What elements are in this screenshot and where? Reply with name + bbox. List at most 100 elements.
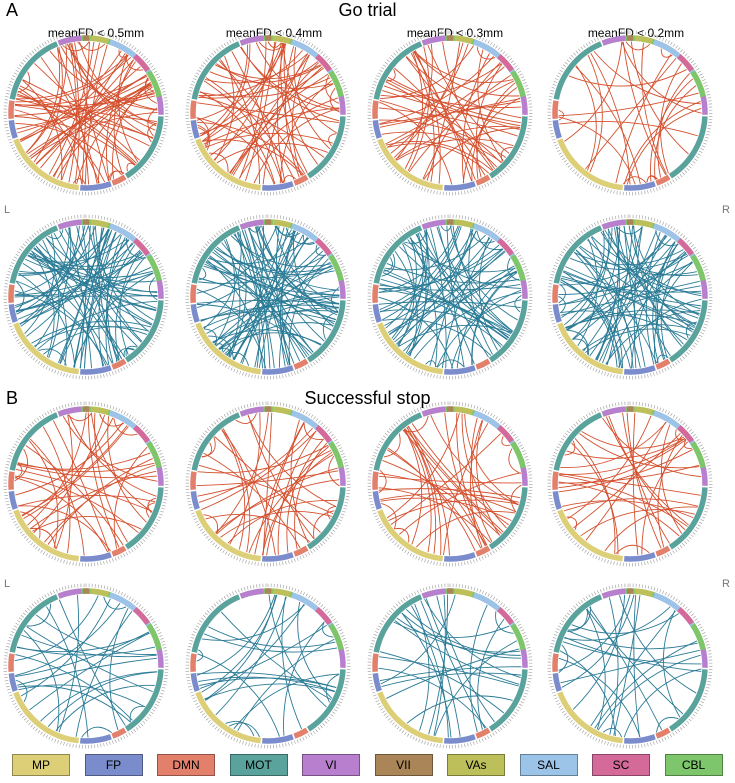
connection-line: [77, 41, 106, 51]
connection-line: [558, 594, 631, 671]
connection-line: [461, 53, 490, 184]
connection-line: [654, 262, 693, 364]
connection-line: [105, 61, 136, 181]
tick-ring: [3, 401, 169, 567]
connection-line: [514, 295, 522, 313]
connection-line: [379, 656, 519, 687]
connection-line: [126, 162, 136, 172]
connection-line: [129, 705, 146, 723]
ring-segment-sc: [496, 424, 514, 444]
connection-line: [279, 80, 332, 184]
connection-lines: [558, 41, 702, 185]
connectogram-r4-c4: [547, 583, 713, 749]
ring-segment-cbl: [510, 70, 526, 98]
connection-line: [565, 309, 700, 329]
connectogram-r3-c4: [547, 401, 713, 567]
connection-line: [470, 417, 493, 543]
ring-segment-sc: [676, 237, 694, 257]
ring-segment-vi: [57, 588, 82, 599]
connection-line: [262, 412, 273, 556]
connection-line: [58, 599, 126, 726]
ring-segment-cbl: [510, 254, 526, 282]
ring-segment-mot: [668, 669, 708, 732]
ring-segment-sal: [652, 223, 680, 242]
connection-line: [75, 610, 133, 737]
ring-segment-sc: [676, 424, 694, 444]
connection-line: [90, 412, 153, 513]
ring-segment-vi: [57, 219, 82, 230]
connection-line: [268, 594, 327, 708]
connection-line: [22, 79, 63, 181]
connection-line: [382, 226, 462, 321]
connection-line: [197, 444, 329, 474]
connection-line: [426, 42, 461, 181]
ring-segment-mot: [306, 487, 346, 550]
connection-line: [221, 429, 276, 556]
connection-line: [19, 252, 143, 325]
connection-line: [197, 127, 210, 149]
connection-line: [218, 296, 340, 350]
connection-line: [655, 230, 679, 246]
connection-line: [407, 425, 504, 533]
connection-line: [220, 510, 332, 538]
ring-segment-vi: [601, 406, 626, 417]
ring-segment-cbl: [146, 623, 162, 651]
connection-line: [573, 249, 684, 266]
connection-line: [559, 121, 698, 137]
ring-segment-vi: [421, 35, 446, 46]
connection-line: [381, 253, 396, 277]
legend-item-mp: MP: [12, 754, 70, 776]
ring-segment-vi: [421, 588, 446, 599]
tick-ring: [547, 401, 713, 567]
ring-segment-mot: [553, 412, 603, 471]
connection-line: [26, 44, 67, 153]
connection-line: [283, 621, 325, 736]
connection-line: [558, 481, 680, 537]
connection-line: [602, 727, 623, 738]
ring-segment-cbl: [328, 70, 344, 98]
ring-segment-sal: [472, 39, 500, 58]
connection-line: [35, 614, 157, 656]
connection-line: [560, 422, 667, 468]
connection-line: [558, 464, 700, 484]
connection-line: [42, 239, 60, 359]
tick-ring: [547, 30, 713, 196]
network-legend: MP FP DMN MOT VI VII VAs SAL SC CBL: [0, 752, 735, 778]
connection-line: [67, 412, 93, 422]
connection-line: [683, 439, 692, 449]
ring-segment-fp: [624, 552, 656, 562]
ring-segment-vas: [454, 35, 474, 45]
ring-segment-mp: [377, 509, 443, 562]
connection-line: [559, 438, 686, 475]
connection-line: [99, 413, 124, 427]
connection-line: [406, 426, 437, 554]
ring-segment-fp: [444, 552, 476, 562]
connection-line: [203, 633, 338, 653]
connection-line: [147, 107, 158, 137]
connection-line: [83, 230, 113, 369]
connection-line: [30, 111, 158, 159]
connection-line: [599, 235, 667, 362]
connection-line: [563, 230, 605, 326]
connection-line: [19, 85, 137, 164]
connection-line: [436, 359, 465, 368]
connection-line: [596, 226, 620, 361]
tick-ring: [367, 583, 533, 749]
connection-line: [380, 63, 502, 98]
connection-line: [125, 345, 138, 357]
connection-line: [590, 610, 676, 727]
connection-line: [55, 684, 155, 732]
ring-segment-fp: [372, 303, 382, 323]
connection-line: [16, 95, 156, 130]
connection-line: [14, 109, 106, 183]
ring-segment-vi: [155, 277, 164, 299]
connection-line: [275, 226, 291, 366]
connection-line: [381, 503, 397, 530]
tick-ring: [185, 401, 351, 567]
ring-segment-vi: [57, 406, 82, 417]
ring-segment-sc: [132, 606, 150, 626]
connection-line: [383, 433, 401, 458]
tick-ring: [185, 583, 351, 749]
connection-line: [404, 428, 432, 553]
connection-line: [379, 283, 503, 346]
